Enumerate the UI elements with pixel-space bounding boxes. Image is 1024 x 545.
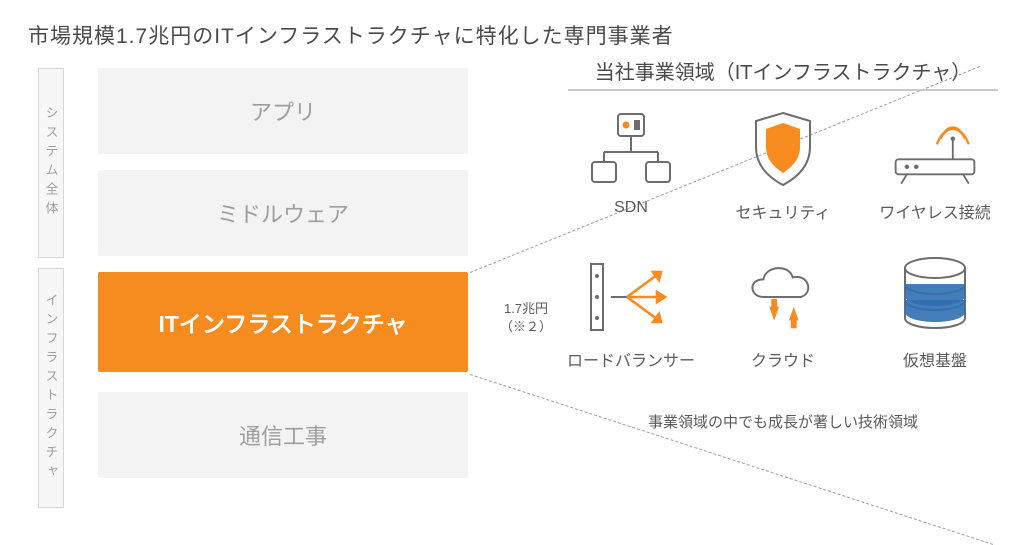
sidebar-infrastructure: インフラストラクチャ — [38, 268, 64, 508]
domain-sdn: SDN — [560, 109, 702, 223]
layer-middleware: ミドルウェア — [98, 170, 468, 256]
right-panel-title: 当社事業領域（ITインフラストラクチャ） — [568, 56, 998, 91]
domain-loadbalancer: ロードバランサー — [560, 257, 702, 371]
domain-cloud: クラウド — [712, 257, 854, 371]
right-panel: 当社事業領域（ITインフラストラクチャ） S — [560, 56, 1006, 432]
domain-security: セキュリティ — [712, 109, 854, 223]
layer-it-infra-label: ITインフラストラクチャ — [158, 305, 407, 339]
layer-stack: アプリ ミドルウェア ITインフラストラクチャ 通信工事 — [98, 68, 468, 478]
layer-app: アプリ — [98, 68, 468, 154]
page-title: 市場規模1.7兆円のITインフラストラクチャに特化した専門事業者 — [28, 20, 996, 50]
layer-construction-label: 通信工事 — [239, 419, 327, 451]
wireless-icon — [890, 109, 980, 189]
domain-virtual: 仮想基盤 — [864, 257, 1006, 371]
sidebar-infrastructure-label: インフラストラクチャ — [42, 293, 61, 483]
sidebar-system-all-label: システム全体 — [42, 106, 61, 220]
domain-loadbalancer-label: ロードバランサー — [567, 347, 695, 371]
right-footnote: 事業領域の中でも成長が著しい技術領域 — [560, 411, 1006, 432]
infra-callout-note: （※２） — [500, 318, 552, 336]
layer-middleware-label: ミドルウェア — [217, 197, 349, 229]
domain-cloud-label: クラウド — [751, 347, 815, 371]
domain-grid: SDN セキュリティ — [560, 109, 1006, 371]
loadbalancer-icon — [586, 257, 676, 337]
infographic-root: 市場規模1.7兆円のITインフラストラクチャに特化した専門事業者 システム全体 … — [0, 0, 1024, 541]
security-icon — [738, 109, 828, 189]
sidebar-system-all: システム全体 — [38, 68, 64, 258]
sdn-icon — [586, 109, 676, 189]
virtual-icon — [890, 257, 980, 337]
layer-construction: 通信工事 — [98, 392, 468, 478]
domain-wireless: ワイヤレス接続 — [864, 109, 1006, 223]
domain-sdn-label: SDN — [614, 199, 648, 217]
domain-wireless-label: ワイヤレス接続 — [879, 199, 991, 223]
layer-app-label: アプリ — [250, 95, 316, 127]
domain-security-label: セキュリティ — [735, 199, 830, 223]
domain-virtual-label: 仮想基盤 — [903, 347, 967, 371]
layer-it-infra: ITインフラストラクチャ — [98, 272, 468, 372]
sidebar-rail: システム全体 インフラストラクチャ — [38, 68, 94, 510]
infra-callout: 1.7兆円 （※２） — [500, 300, 552, 336]
infra-callout-value: 1.7兆円 — [500, 300, 552, 318]
cloud-icon — [738, 257, 828, 337]
